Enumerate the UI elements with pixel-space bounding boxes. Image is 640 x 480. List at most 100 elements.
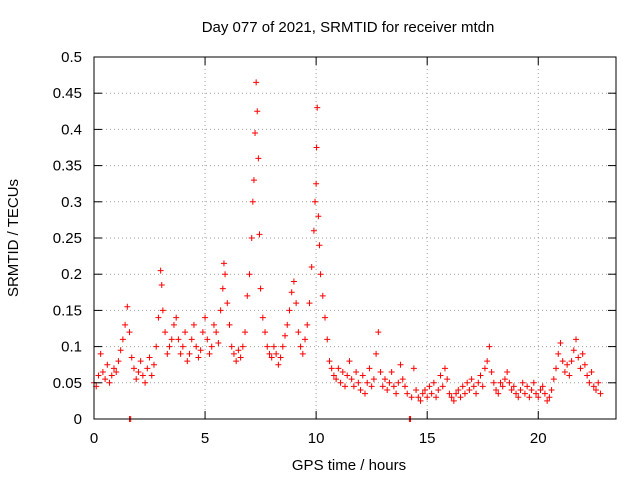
data-point <box>497 379 504 386</box>
data-point <box>490 379 497 386</box>
data-point <box>319 292 326 299</box>
data-point <box>508 387 515 394</box>
data-point <box>328 365 335 372</box>
data-point <box>168 336 175 343</box>
data-point <box>401 383 408 390</box>
data-point <box>444 376 451 383</box>
data-point <box>97 350 104 357</box>
data-point <box>468 376 475 383</box>
data-point <box>588 368 595 375</box>
data-point <box>108 372 115 379</box>
data-point <box>541 390 548 397</box>
data-point <box>316 242 323 249</box>
data-point <box>495 390 502 397</box>
data-point <box>513 390 520 397</box>
data-point <box>266 350 273 357</box>
data-point <box>501 376 508 383</box>
data-point <box>186 350 193 357</box>
data-point <box>99 368 106 375</box>
data-point <box>433 394 440 401</box>
data-point <box>350 383 357 390</box>
data-point <box>521 390 528 397</box>
data-point <box>539 383 546 390</box>
data-point <box>488 368 495 375</box>
data-point <box>348 376 355 383</box>
data-point <box>342 383 349 390</box>
data-point <box>486 343 493 350</box>
data-point <box>297 343 304 350</box>
data-point <box>364 379 371 386</box>
data-point <box>286 307 293 314</box>
data-point <box>373 350 380 357</box>
data-point <box>179 343 186 350</box>
data-point <box>173 314 180 321</box>
data-point <box>146 354 153 361</box>
data-point <box>344 372 351 379</box>
data-point <box>550 376 557 383</box>
data-point <box>144 365 151 372</box>
data-point <box>215 339 222 346</box>
data-point <box>413 387 420 394</box>
data-point <box>226 321 233 328</box>
data-point <box>381 376 388 383</box>
y-tick-label: 0.05 <box>53 375 82 392</box>
data-point <box>313 144 320 151</box>
data-point <box>299 350 306 357</box>
data-point <box>106 379 113 386</box>
data-point <box>159 307 166 314</box>
data-point <box>386 379 393 386</box>
data-point <box>252 130 259 137</box>
axis-ticks: 0 0.05 0.1 0.15 0.2 0.25 0.3 0.35 0.4 0.45 0.5 0 5 10… <box>53 49 616 447</box>
data-point <box>256 231 263 238</box>
y-tick-label: 0.3 <box>61 194 82 211</box>
data-point <box>457 394 464 401</box>
data-point <box>206 350 213 357</box>
data-point <box>242 329 249 336</box>
data-point <box>439 383 446 390</box>
x-tick-label: 20 <box>530 430 547 447</box>
data-point <box>573 336 580 343</box>
data-point <box>222 271 229 278</box>
data-point <box>484 358 491 365</box>
data-point <box>235 347 242 354</box>
data-point <box>314 104 321 111</box>
data-point <box>282 332 289 339</box>
data-point <box>470 383 477 390</box>
data-point <box>415 394 422 401</box>
data-point <box>290 278 297 285</box>
data-point <box>379 383 386 390</box>
data-point <box>306 300 313 307</box>
y-tick-label: 0.4 <box>61 121 82 138</box>
data-point <box>450 397 457 404</box>
data-point <box>130 365 137 372</box>
data-point <box>426 383 433 390</box>
data-point <box>499 383 506 390</box>
data-point <box>537 387 544 394</box>
data-point <box>182 329 189 336</box>
data-point <box>115 358 122 365</box>
x-axis-label: GPS time / hours <box>292 457 406 474</box>
data-point <box>126 329 133 336</box>
data-point <box>421 387 428 394</box>
data-point <box>568 358 575 365</box>
data-point <box>293 300 300 307</box>
data-point <box>219 285 226 292</box>
data-point <box>184 358 191 365</box>
data-point <box>124 303 131 310</box>
data-point <box>361 390 368 397</box>
y-tick-label: 0.25 <box>53 230 82 247</box>
data-point <box>148 372 155 379</box>
data-point <box>479 383 486 390</box>
data-point <box>515 394 522 401</box>
data-point <box>595 379 602 386</box>
data-point <box>228 343 235 350</box>
data-point <box>375 329 382 336</box>
data-point <box>102 376 109 383</box>
data-point <box>202 314 209 321</box>
data-point <box>199 329 206 336</box>
data-point <box>346 358 353 365</box>
data-point <box>357 387 364 394</box>
data-point <box>448 394 455 401</box>
data-point <box>353 368 360 375</box>
data-point <box>577 365 584 372</box>
